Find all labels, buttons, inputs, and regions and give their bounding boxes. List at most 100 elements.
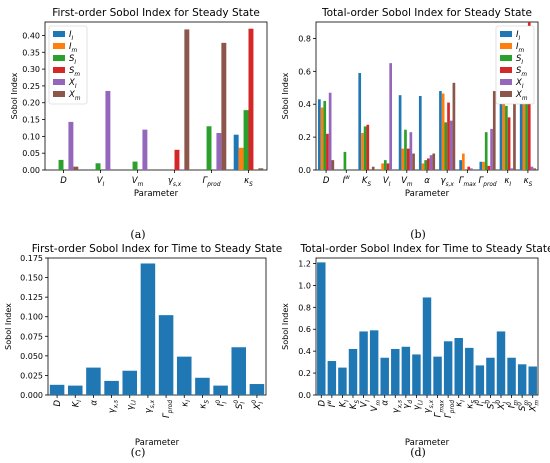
bar-SI-4 (404, 129, 407, 170)
bar-17 (496, 331, 506, 395)
x-tick-label: I0I (216, 400, 229, 407)
chart-d: Total-order Sobol Index for Time to Stea… (281, 243, 550, 448)
legend-swatch (53, 43, 65, 49)
y-tick-label: 0.6 (298, 325, 311, 334)
bar-SI-6 (444, 122, 448, 170)
x-tick-label: Γprod (203, 176, 221, 188)
bar-SI-10 (525, 66, 528, 170)
chart-title: First-order Sobol Index for Steady State (52, 7, 260, 19)
bar-16 (486, 357, 495, 395)
bar-XI-3 (179, 169, 185, 170)
bar-SI-4 (206, 126, 212, 170)
bar-11 (249, 384, 265, 395)
bar-II-4 (398, 95, 402, 170)
bar-Sm-4 (406, 148, 410, 170)
bar-10 (231, 347, 247, 395)
bar-3 (348, 348, 358, 395)
bar-9 (213, 385, 228, 395)
y-axis-label: Sobol Index (281, 303, 290, 350)
x-tick-label: Γprod (162, 400, 174, 418)
bar-5 (140, 263, 156, 395)
bar-Im-2 (361, 133, 364, 170)
x-axis-label: Parameter (134, 189, 179, 199)
bar-SI-0 (323, 100, 327, 170)
caption-b: (b) (410, 228, 426, 241)
bar-Xm-5 (432, 153, 436, 170)
chart-a: First-order Sobol Index for Steady State… (10, 7, 268, 199)
bar-19 (517, 364, 527, 395)
caption-a: (a) (130, 228, 146, 241)
legend-label: Sm (69, 66, 80, 78)
x-tick-label: D (323, 176, 330, 186)
y-tick-label: 0.40 (22, 31, 40, 40)
y-tick-label: 0.30 (22, 65, 40, 74)
x-tick-label: κS (198, 400, 210, 409)
bar-8 (195, 377, 210, 395)
x-tick-label: X0I (496, 400, 509, 411)
x-tick-label: γs,x (441, 176, 455, 188)
y-tick-label: 0.35 (22, 48, 40, 57)
y-tick-label: 0.4 (298, 347, 311, 356)
bar-SI-9 (505, 105, 508, 170)
y-tick-label: 0.100 (20, 313, 43, 322)
bar-10 (422, 297, 432, 395)
y-tick-label: 0.4 (298, 100, 311, 109)
x-tick-label: Vm (132, 176, 144, 188)
y-tick-label: 0.15 (22, 116, 40, 125)
legend-swatch (53, 67, 65, 73)
bar-3 (104, 380, 119, 395)
bar-II-6 (439, 91, 442, 170)
bar-Xm-8 (492, 91, 496, 170)
bar-Sm-7 (467, 166, 471, 170)
bar-Sm-5 (427, 158, 430, 170)
bar-Im-6 (441, 93, 445, 170)
y-tick-label: 0.0 (298, 166, 311, 175)
y-axis-label: Sobol Index (10, 72, 19, 119)
bar-SI-0 (58, 159, 64, 170)
bar-Im-9 (502, 41, 506, 170)
bar-1 (327, 361, 337, 395)
bar-18 (507, 357, 516, 395)
x-tick-label: KI (71, 400, 83, 408)
bar-Im-10 (522, 64, 526, 170)
x-tick-label: D (317, 400, 327, 407)
x-tick-label: κS (524, 176, 533, 188)
bar-XI-0 (328, 92, 332, 170)
legend-label: XI (68, 78, 77, 90)
x-tick-label: κI (455, 400, 467, 407)
x-tick-label: κS (465, 400, 477, 409)
x-tick-label: γx,s (391, 400, 403, 413)
x-axis-label: Parameter (135, 438, 180, 448)
x-tick-label: S0I (486, 400, 499, 409)
bar-XI-6 (449, 120, 453, 170)
bar-Xm-0 (73, 166, 79, 170)
bar-II-7 (459, 160, 462, 170)
y-axis-label: Sobol Index (4, 303, 13, 350)
bar-XI-2 (142, 129, 148, 170)
y-tick-label: 0.075 (20, 332, 43, 341)
y-tick-label: 0.025 (20, 371, 43, 380)
x-tick-label: κI (180, 400, 192, 407)
legend-label: XI (515, 78, 524, 90)
legend-label: SI (516, 54, 523, 66)
x-tick-label: κS (244, 176, 253, 188)
x-tick-label: I0I (475, 400, 488, 407)
x-tick-label: KS (349, 400, 361, 410)
bar-Sm-3 (386, 163, 390, 170)
chart-title: First-order Sobol Index for Time to Stea… (32, 243, 282, 255)
legend-swatch (500, 67, 512, 73)
bar-SI-5 (243, 110, 249, 170)
bar-2 (86, 367, 101, 395)
x-tick-label: KS (362, 176, 372, 188)
y-tick-label: 0.25 (22, 82, 40, 91)
bar-8 (401, 346, 411, 395)
bar-Im-5 (238, 147, 244, 170)
bar-SI-1 (343, 151, 347, 170)
x-axis-label: Parameter (405, 438, 450, 448)
bar-12 (443, 341, 453, 395)
plot-frame (44, 21, 268, 171)
x-tick-label: γl,I (412, 400, 424, 410)
x-tick-label: Iw (343, 175, 351, 186)
legend-label: Sm (516, 66, 527, 78)
bar-11 (433, 356, 442, 395)
